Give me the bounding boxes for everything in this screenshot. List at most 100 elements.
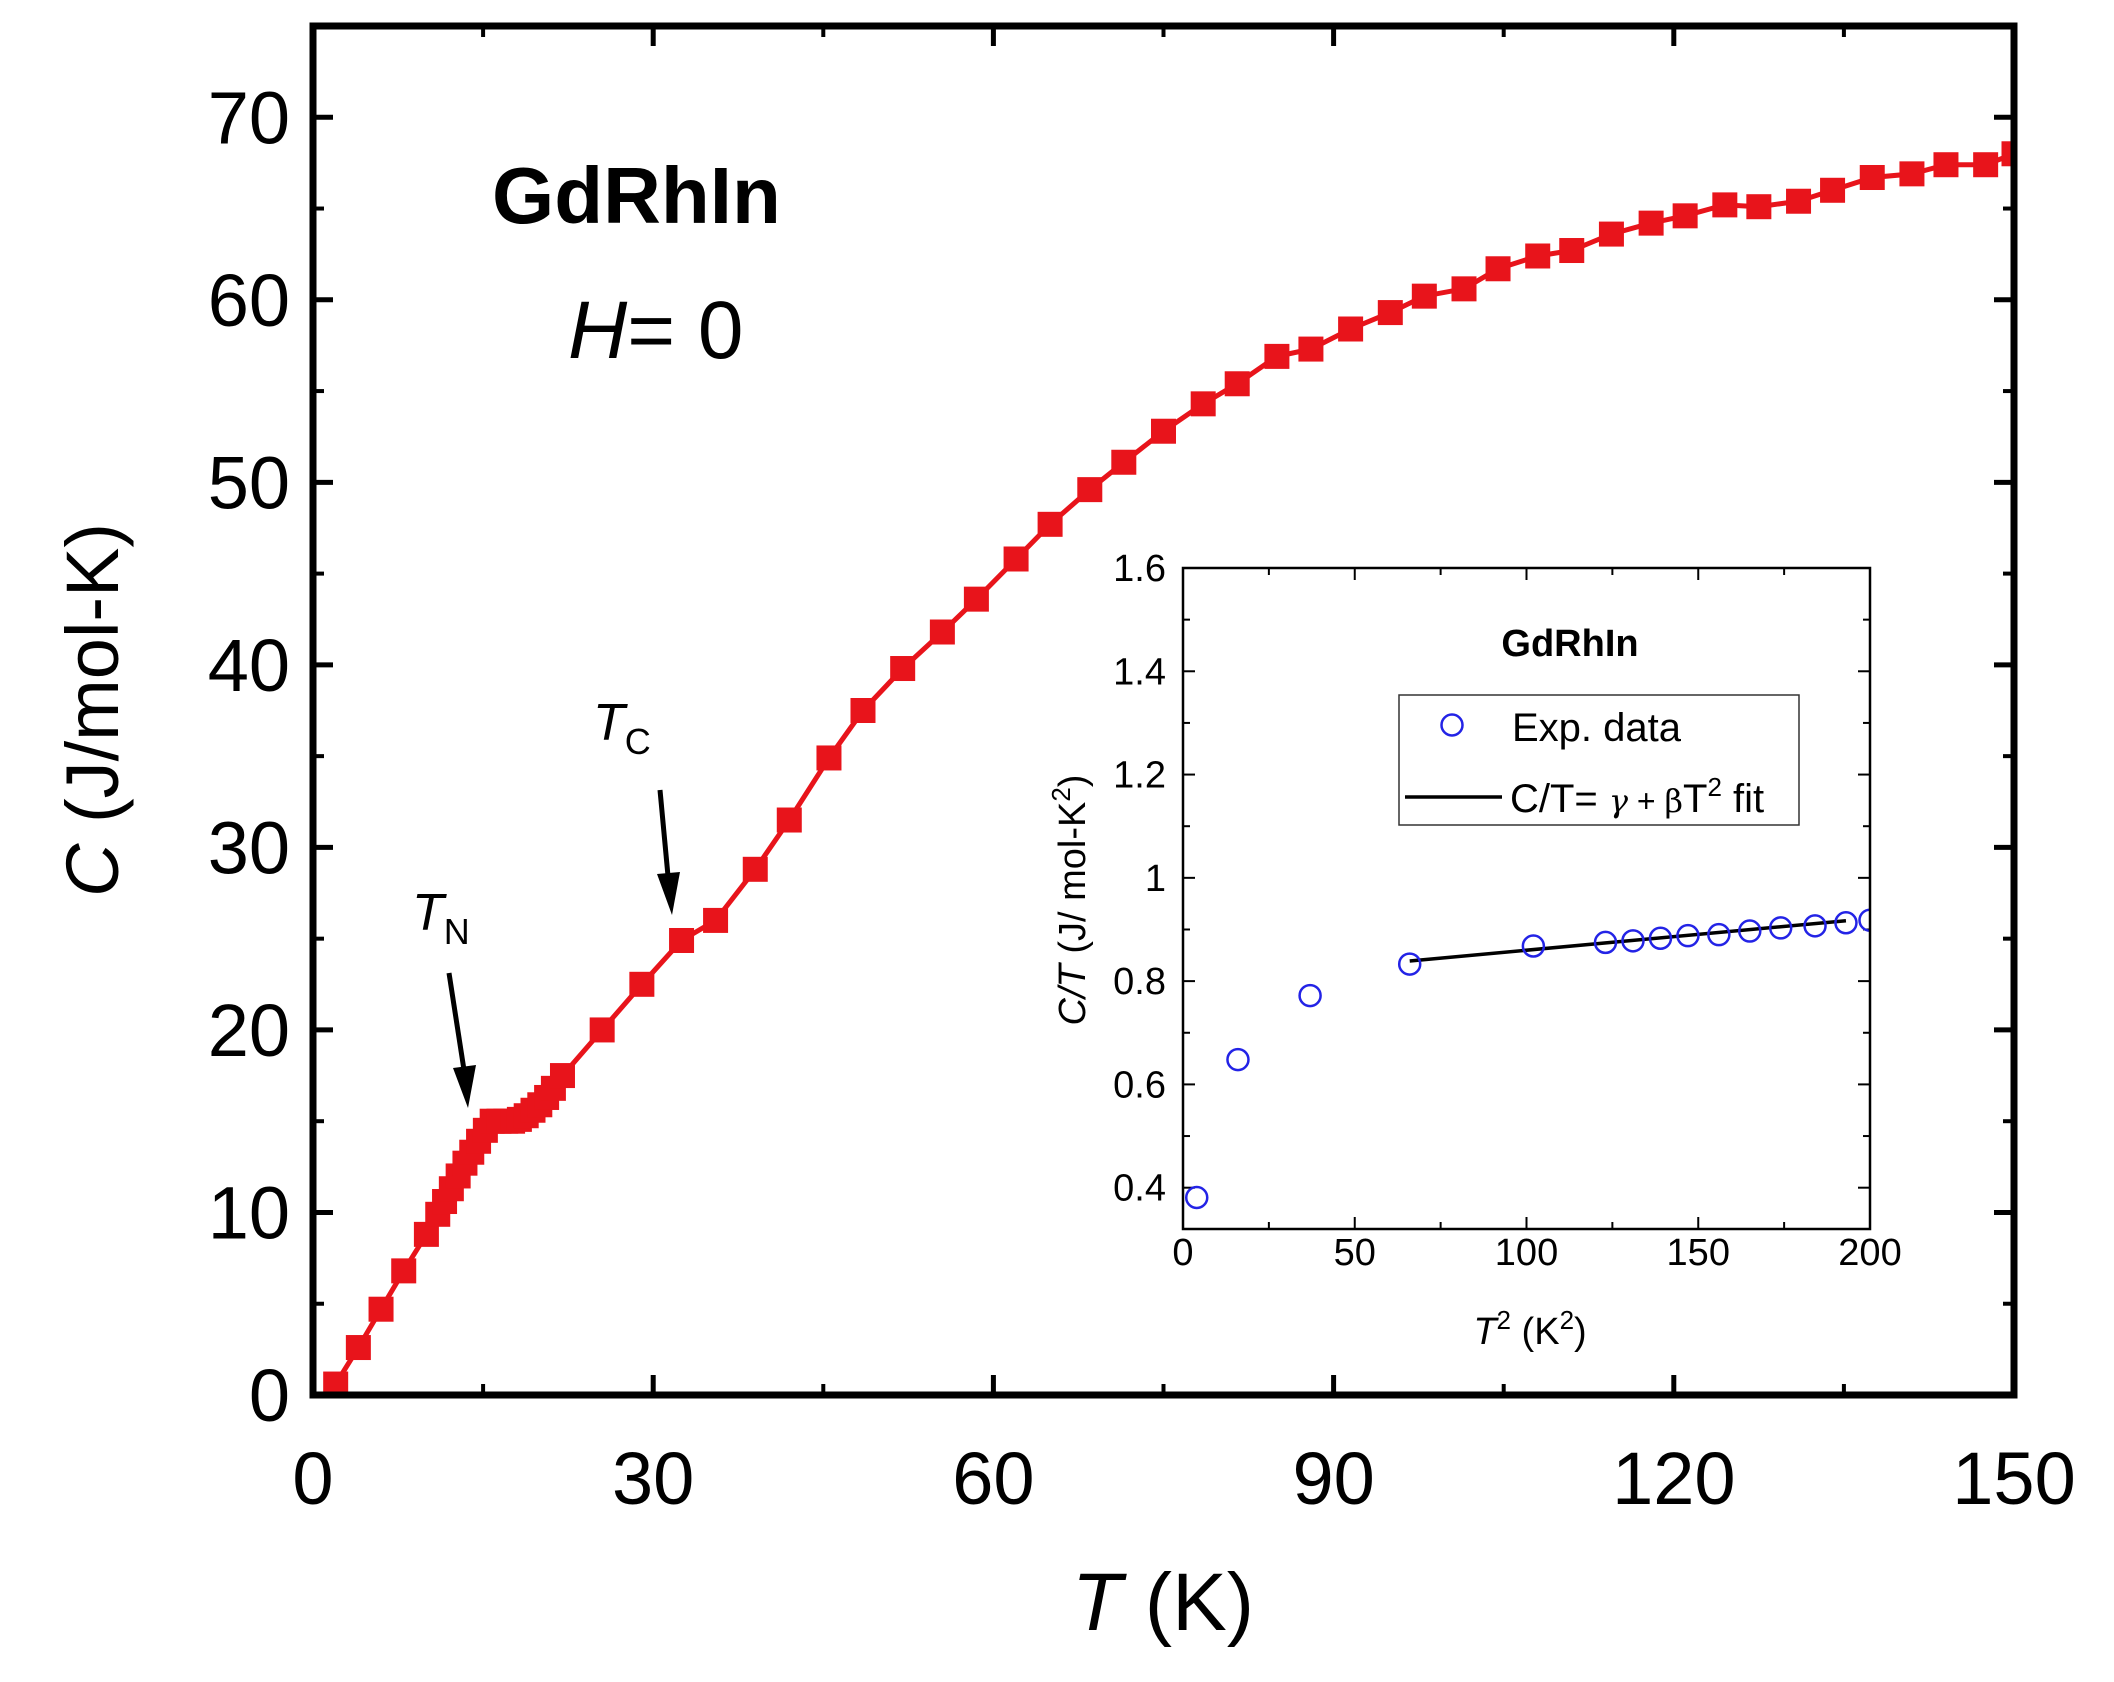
main-data-point — [323, 1371, 349, 1395]
inset-y-tick-label: 1.4 — [1113, 651, 1166, 693]
main-data-point — [1485, 256, 1511, 282]
inset-x-tick-label: 0 — [1172, 1232, 1193, 1274]
main-x-tick-label: 0 — [292, 1437, 333, 1520]
main-y-axis-unit: (J/mol-K) — [51, 523, 134, 844]
inset-data-point — [1521, 934, 1546, 958]
main-data-point — [1298, 336, 1324, 362]
inset-x-axis-label: T2 (K2) — [1473, 1305, 1586, 1353]
main-plot-frame — [309, 22, 2018, 1399]
inset-x-axis-sup2: 2 — [1560, 1305, 1574, 1335]
main-data-point — [1111, 449, 1137, 475]
main-data-point — [589, 1017, 615, 1043]
main-data-point — [963, 586, 989, 612]
inset-legend: Exp. data C/T= γ + βT2 fit — [1398, 694, 1800, 826]
legend-exp-data-label: Exp. data — [1512, 706, 1682, 750]
inset-x-axis-mid: (K — [1511, 1311, 1560, 1353]
tc-label: TC — [593, 694, 651, 762]
legend-fit-plus: + — [1628, 783, 1664, 819]
main-y-tick-label: 60 — [208, 259, 290, 342]
main-x-axis-label: T (K) — [1072, 1557, 1254, 1648]
legend-fit-suffix: fit — [1722, 777, 1764, 821]
inset-y-axis-var: C/T — [1052, 961, 1094, 1025]
main-data-point — [1820, 177, 1846, 203]
main-y-tick-label: 30 — [208, 806, 290, 889]
tn-annotation: TN — [412, 884, 476, 1108]
inset-data-point — [1834, 911, 1858, 935]
legend-fit-label: C/T= γ + βT2 fit — [1510, 772, 1764, 821]
main-data-point — [1037, 511, 1063, 537]
main-data-point — [890, 656, 916, 682]
main-y-tick-label: 0 — [249, 1354, 290, 1437]
main-data-point — [1003, 546, 1029, 572]
inset-tick-labels: 0 50 100 150 200 0.4 0.6 0.8 1 1.2 1.4 1.6 — [1113, 548, 1902, 1274]
main-x-tick-label: 30 — [612, 1437, 694, 1520]
legend-fit-var: T — [1683, 777, 1707, 821]
legend-fit-gamma: γ — [1609, 782, 1629, 820]
inset-x-tick-label: 100 — [1495, 1232, 1558, 1274]
inset-data-point — [1593, 930, 1618, 955]
inset-y-axis-end: ) — [1052, 775, 1094, 788]
main-y-tick-label: 50 — [208, 441, 290, 524]
main-data-point — [929, 619, 955, 645]
inset-data-point — [1397, 952, 1422, 976]
main-y-tick-label: 10 — [208, 1171, 290, 1254]
tn-label: TN — [412, 884, 470, 952]
main-data-point — [1077, 477, 1103, 503]
inset-y-tick-label: 1.6 — [1113, 548, 1166, 590]
main-x-tick-label: 150 — [1952, 1437, 2075, 1520]
inset-y-tick-label: 1.2 — [1113, 755, 1166, 797]
inset-y-axis-mid: (J/ mol-K — [1052, 802, 1094, 965]
inset-x-tick-label: 150 — [1667, 1232, 1730, 1274]
inset-x-tick-label: 50 — [1334, 1232, 1376, 1274]
main-data-point — [1559, 238, 1585, 264]
inset-data-point — [1226, 1047, 1250, 1072]
tc-arrow-head — [657, 872, 680, 915]
inset-x-axis-end: ) — [1574, 1311, 1587, 1353]
inset-data-point — [1648, 926, 1673, 951]
main-data-point — [1638, 210, 1664, 236]
main-data-point — [1338, 316, 1364, 342]
main-data-point — [345, 1335, 371, 1361]
main-data-point — [742, 856, 768, 882]
main-data-series — [323, 141, 2014, 1395]
inset-legend-box — [1398, 694, 1800, 826]
main-data-point — [1933, 152, 1959, 178]
inset-plot-frame — [1181, 566, 1872, 1231]
tn-arrow-head — [453, 1065, 476, 1108]
inset-data-point — [1858, 908, 1870, 932]
main-data-point — [1525, 243, 1551, 269]
inset-y-tick-label: 0.6 — [1113, 1064, 1166, 1106]
main-y-tick-label: 40 — [208, 624, 290, 707]
inset-data-point — [1184, 1185, 1209, 1210]
main-data-point — [1899, 161, 1925, 187]
inset-data-series — [1184, 908, 1870, 1210]
main-data-point — [391, 1258, 417, 1284]
legend-fit-sup: 2 — [1707, 772, 1721, 802]
main-data-point — [1746, 194, 1772, 220]
main-y-tick-label: 70 — [208, 76, 290, 159]
inset-x-tick-label: 200 — [1838, 1232, 1901, 1274]
main-data-point — [1190, 391, 1216, 417]
main-data-point — [850, 698, 876, 723]
main-x-axis-unit: (K) — [1122, 1557, 1254, 1648]
legend-fit-beta: β — [1665, 782, 1684, 820]
main-data-point — [1411, 283, 1437, 309]
field-label: H= 0 — [568, 285, 744, 376]
inset-background — [1183, 568, 1870, 1229]
main-data-point — [368, 1296, 394, 1322]
main-x-tick-label: 120 — [1612, 1437, 1735, 1520]
main-data-point — [1859, 165, 1885, 191]
main-data-point — [1973, 152, 1999, 178]
main-data-point — [669, 927, 695, 953]
legend-open-circle-marker — [1440, 713, 1464, 737]
main-data-point — [1377, 300, 1403, 326]
main-data-point — [1786, 188, 1812, 214]
inset-data-point — [1298, 983, 1322, 1008]
field-label-value: = 0 — [627, 285, 743, 376]
inset-data-point — [1676, 923, 1700, 948]
inset-data-point — [1738, 919, 1762, 943]
main-data-point — [1151, 418, 1176, 444]
inset-data-point — [1803, 914, 1827, 938]
